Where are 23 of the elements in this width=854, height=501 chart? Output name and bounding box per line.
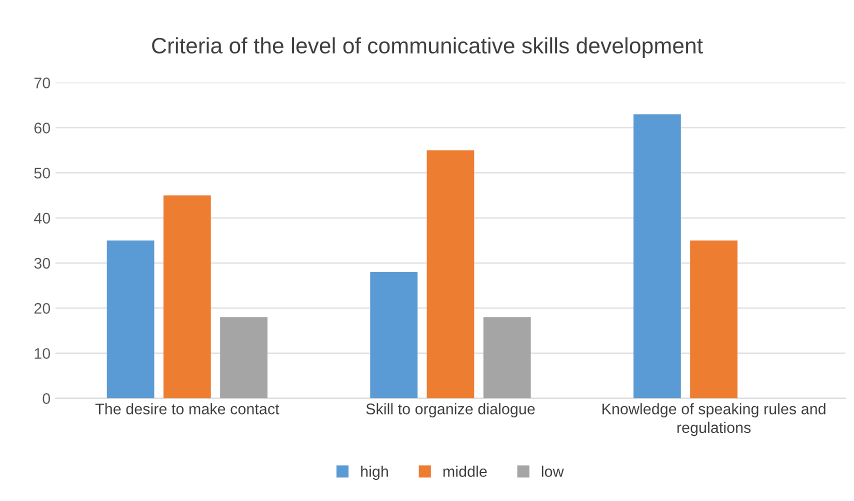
bar (633, 114, 681, 398)
y-tick-label: 70 (34, 78, 50, 88)
legend-label: low (542, 466, 564, 477)
legend-label: high (361, 466, 388, 480)
y-tick-label: 20 (34, 302, 50, 314)
chart-title: Criteria of the level of communicative skills development (152, 37, 703, 58)
y-tick-label: 50 (34, 168, 50, 179)
legend-label: middle (443, 466, 487, 477)
bar (370, 272, 418, 398)
bar (106, 240, 154, 398)
y-tick-label: 10 (34, 348, 50, 359)
y-tick-label: 60 (34, 122, 50, 134)
bar (220, 317, 268, 398)
bar (690, 240, 738, 398)
bar (426, 150, 474, 398)
x-tick-label: Skill to organize dialogue (366, 403, 535, 418)
y-tick-label: 30 (34, 258, 50, 269)
x-tick-label: The desire to make contact (95, 403, 280, 414)
y-tick-label: 40 (34, 212, 50, 224)
y-tick-label: 0 (42, 393, 50, 404)
x-tick-label: Knowledge of speaking rules and regulations (602, 403, 826, 436)
bar (483, 317, 531, 398)
bar (163, 195, 211, 398)
